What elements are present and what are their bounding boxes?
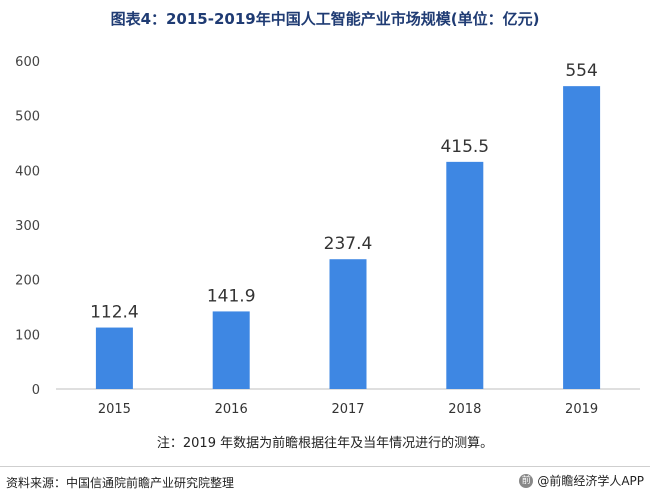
- brand-logo-icon: 前: [519, 473, 534, 488]
- brand-credit: 前 @前瞻经济学人APP: [519, 472, 644, 489]
- y-tick-label: 200: [15, 274, 40, 289]
- bar-2019: [563, 86, 601, 389]
- y-tick-label: 0: [32, 383, 40, 398]
- brand-label: @前瞻经济学人APP: [537, 474, 644, 488]
- x-tick-label-2019: 2019: [565, 402, 598, 417]
- x-tick-label-2017: 2017: [331, 402, 364, 417]
- source-text: 资料来源：中国信通院前瞻产业研究院整理: [6, 476, 235, 490]
- x-tick-label-2016: 2016: [215, 402, 248, 417]
- x-tick-label-2015: 2015: [98, 402, 131, 417]
- x-tick-label-2018: 2018: [448, 402, 481, 417]
- data-label-2017: 237.4: [324, 234, 373, 254]
- bar-2016: [212, 311, 250, 389]
- chart-note: 注：2019 年数据为前瞻根据往年及当年情况进行的测算。: [156, 436, 494, 451]
- bar-2017: [329, 259, 367, 389]
- footer-divider: [0, 466, 650, 467]
- y-tick-label: 400: [15, 164, 40, 179]
- y-tick-label: 300: [15, 219, 40, 234]
- data-label-2019: 554: [565, 61, 597, 81]
- bar-2018: [446, 161, 484, 389]
- y-tick-label: 100: [15, 328, 40, 343]
- chart-title: 图表4：2015-2019年中国人工智能产业市场规模(单位：亿元): [110, 10, 540, 28]
- data-label-2015: 112.4: [90, 303, 139, 323]
- bar-2015: [95, 327, 133, 389]
- y-tick-label: 500: [15, 110, 40, 125]
- y-tick-label: 600: [15, 55, 40, 70]
- data-label-2016: 141.9: [207, 286, 256, 306]
- data-label-2018: 415.5: [440, 137, 489, 157]
